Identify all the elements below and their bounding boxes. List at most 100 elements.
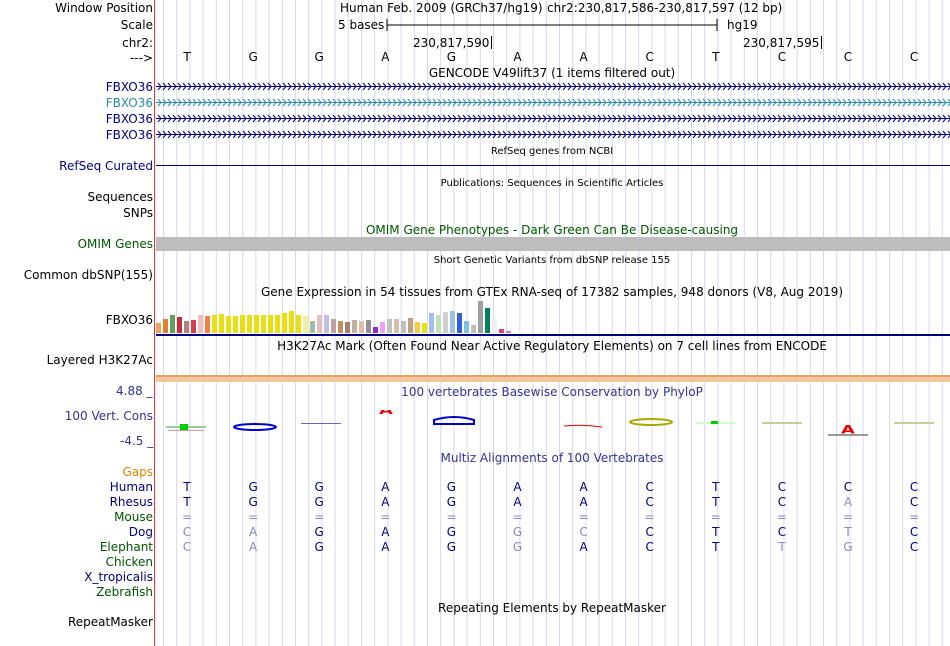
omim-gene-bar[interactable] bbox=[156, 237, 950, 251]
gtex-tissue-bar[interactable] bbox=[422, 323, 427, 333]
phylop-logo[interactable]: A A bbox=[156, 410, 950, 440]
gtex-tissue-bar[interactable] bbox=[359, 321, 364, 333]
gtex-tissue-bar[interactable] bbox=[317, 315, 322, 333]
multiz-species-label[interactable]: Chicken bbox=[105, 555, 153, 569]
gtex-label[interactable]: FBXO36 bbox=[105, 313, 153, 327]
multiz-species-label[interactable]: Zebrafish bbox=[96, 585, 153, 599]
gtex-tissue-bar[interactable] bbox=[457, 313, 462, 333]
omim-label[interactable]: OMIM Genes bbox=[77, 237, 153, 251]
gtex-tissue-bar[interactable] bbox=[254, 315, 259, 333]
multiz-base: T bbox=[778, 540, 786, 554]
dbsnp-title[interactable]: Short Genetic Variants from dbSNP releas… bbox=[433, 255, 671, 266]
gtex-tissue-bar[interactable] bbox=[240, 315, 245, 333]
gtex-tissue-bar[interactable] bbox=[380, 322, 385, 333]
multiz-title[interactable]: Multiz Alignments of 100 Vertebrates bbox=[440, 451, 664, 465]
gencode-transcript-label[interactable]: FBXO36 bbox=[105, 80, 153, 94]
gtex-tissue-bar[interactable] bbox=[443, 312, 448, 333]
multiz-base: A bbox=[513, 495, 522, 509]
gtex-tissue-bar[interactable] bbox=[184, 321, 189, 333]
multiz-base: A bbox=[843, 495, 853, 509]
phylop-title[interactable]: 100 vertebrates Basewise Conservation by… bbox=[401, 385, 703, 399]
gtex-tissue-bar[interactable] bbox=[408, 318, 413, 333]
gtex-tissue-bar[interactable] bbox=[450, 311, 455, 333]
refseq-label[interactable]: RefSeq Curated bbox=[59, 159, 153, 173]
gtex-tissue-bar[interactable] bbox=[170, 315, 175, 333]
gtex-tissue-bar[interactable] bbox=[177, 317, 182, 333]
gencode-transcript-label[interactable]: FBXO36 bbox=[105, 112, 153, 126]
rmsk-title[interactable]: Repeating Elements by RepeatMasker bbox=[438, 601, 666, 615]
gtex-tissue-bar[interactable] bbox=[492, 319, 497, 333]
gencode-transcript-label[interactable]: FBXO36 bbox=[105, 96, 153, 110]
multiz-species-label[interactable]: Dog bbox=[128, 525, 153, 539]
h3k27ac-label[interactable]: Layered H3K27Ac bbox=[46, 353, 153, 367]
gtex-tissue-bar[interactable] bbox=[324, 315, 329, 333]
phylop-label[interactable]: 100 Vert. Cons bbox=[64, 409, 153, 423]
dbsnp-label[interactable]: Common dbSNP(155) bbox=[23, 268, 153, 282]
gencode-transcript-label[interactable]: FBXO36 bbox=[105, 128, 153, 142]
multiz-species-label[interactable]: Human bbox=[109, 480, 153, 494]
refseq-gene-line[interactable] bbox=[156, 165, 950, 166]
gtex-tissue-bar[interactable] bbox=[464, 321, 469, 333]
multiz-base: A bbox=[579, 480, 588, 494]
gtex-tissue-bar[interactable] bbox=[156, 323, 161, 333]
gtex-tissue-bar[interactable] bbox=[233, 316, 238, 333]
gtex-tissue-bar[interactable] bbox=[205, 316, 210, 333]
gtex-tissue-bar[interactable] bbox=[429, 313, 434, 333]
multiz-base: C bbox=[777, 525, 787, 539]
multiz-species-label[interactable]: Rhesus bbox=[109, 495, 153, 509]
h3k27ac-signal[interactable] bbox=[156, 375, 950, 382]
gtex-tissue-bar[interactable] bbox=[219, 314, 224, 333]
gtex-tissue-bar[interactable] bbox=[268, 315, 273, 333]
gtex-bar-chart[interactable] bbox=[156, 300, 556, 333]
gtex-tissue-bar[interactable] bbox=[212, 315, 217, 333]
gencode-transcript-strand[interactable] bbox=[156, 114, 950, 123]
gtex-tissue-bar[interactable] bbox=[338, 321, 343, 333]
gtex-tissue-bar[interactable] bbox=[247, 315, 252, 333]
multiz-species-label[interactable]: X_tropicalis bbox=[84, 570, 153, 584]
snps-label[interactable]: SNPs bbox=[123, 206, 153, 220]
rmsk-label[interactable]: RepeatMasker bbox=[67, 615, 153, 629]
position-text[interactable]: chr2:230,817,586-230,817,597 (12 bp) bbox=[547, 1, 783, 15]
gtex-tissue-bar[interactable] bbox=[352, 320, 357, 333]
gtex-tissue-bar[interactable] bbox=[415, 322, 420, 333]
gtex-tissue-bar[interactable] bbox=[387, 319, 392, 333]
gtex-tissue-bar[interactable] bbox=[275, 315, 280, 333]
gtex-tissue-bar[interactable] bbox=[436, 315, 441, 333]
gtex-tissue-bar[interactable] bbox=[303, 316, 308, 333]
h3k27ac-title[interactable]: H3K27Ac Mark (Often Found Near Active Re… bbox=[277, 339, 827, 353]
omim-title[interactable]: OMIM Gene Phenotypes - Dark Green Can Be… bbox=[365, 223, 739, 237]
gaps-label[interactable]: Gaps bbox=[122, 465, 153, 479]
gtex-tissue-bar[interactable] bbox=[394, 319, 399, 333]
gtex-tissue-bar[interactable] bbox=[499, 329, 504, 333]
gtex-tissue-bar[interactable] bbox=[506, 331, 511, 333]
gtex-tissue-bar[interactable] bbox=[198, 315, 203, 333]
gtex-tissue-bar[interactable] bbox=[282, 313, 287, 333]
pubs-title[interactable]: Publications: Sequences in Scientific Ar… bbox=[440, 178, 664, 189]
gtex-tissue-bar[interactable] bbox=[191, 320, 196, 333]
multiz-base: C bbox=[909, 540, 919, 554]
gtex-tissue-bar[interactable] bbox=[366, 320, 371, 333]
gtex-tissue-bar[interactable] bbox=[296, 315, 301, 333]
gtex-title[interactable]: Gene Expression in 54 tissues from GTEx … bbox=[260, 285, 844, 299]
gencode-transcript-strand[interactable] bbox=[156, 98, 950, 107]
gencode-transcript-strand[interactable] bbox=[156, 82, 950, 91]
gtex-tissue-bar[interactable] bbox=[373, 327, 378, 333]
gtex-tissue-bar[interactable] bbox=[310, 321, 315, 333]
multiz-base: A bbox=[248, 525, 258, 539]
gtex-tissue-bar[interactable] bbox=[345, 322, 350, 333]
gencode-transcript-strand[interactable] bbox=[156, 130, 950, 139]
gtex-tissue-bar[interactable] bbox=[478, 301, 483, 333]
gtex-tissue-bar[interactable] bbox=[471, 325, 476, 333]
multiz-species-label[interactable]: Mouse bbox=[114, 510, 153, 524]
gtex-tissue-bar[interactable] bbox=[261, 315, 266, 333]
sequences-label[interactable]: Sequences bbox=[87, 190, 153, 204]
gtex-tissue-bar[interactable] bbox=[485, 308, 490, 333]
gtex-tissue-bar[interactable] bbox=[226, 316, 231, 333]
gtex-tissue-bar[interactable] bbox=[289, 311, 294, 333]
multiz-species-label[interactable]: Elephant bbox=[99, 540, 153, 554]
gtex-tissue-bar[interactable] bbox=[331, 319, 336, 333]
refseq-title[interactable]: RefSeq genes from NCBI bbox=[490, 146, 614, 157]
gtex-tissue-bar[interactable] bbox=[401, 321, 406, 333]
gencode-title[interactable]: GENCODE V49lift37 (1 items filtered out) bbox=[428, 66, 676, 80]
gtex-tissue-bar[interactable] bbox=[163, 319, 168, 333]
